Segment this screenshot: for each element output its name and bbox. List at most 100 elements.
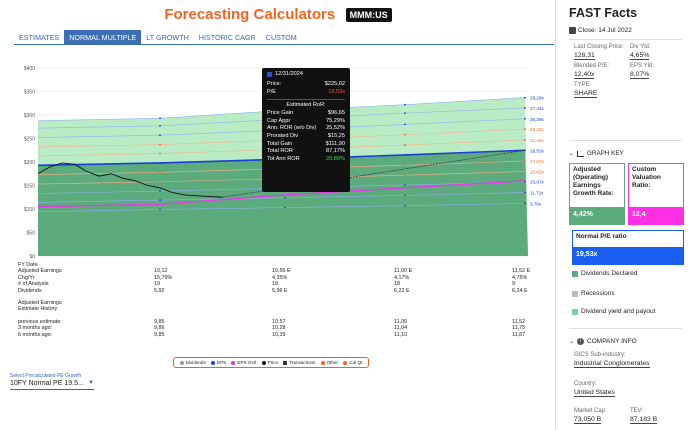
legend-item-cal-qt[interactable]: Cal Qt — [343, 360, 362, 365]
pe-band-point — [524, 160, 526, 162]
fact-last-close: Last Closing Price: 128,31 — [574, 44, 630, 60]
table-row: 6 months ago: 9,85 10,39 11,10 11,87 — [18, 332, 538, 338]
y-tick-label: $350 — [24, 90, 35, 96]
pe-band-point — [404, 144, 406, 146]
fact-value: 128,31 — [574, 52, 595, 60]
table-row: # of Analysts 19 18 18 9 — [18, 281, 538, 287]
legend-item-other[interactable]: Other — [320, 360, 338, 365]
swatch — [572, 308, 578, 315]
adjusted-earnings-card[interactable]: Adjusted (Operating) Earnings Growth Rat… — [569, 163, 625, 225]
info-value: 73,050 B — [574, 416, 602, 424]
row-label: Adjusted Earnings — [18, 268, 62, 275]
pe-band-point — [404, 154, 406, 156]
custom-valuation-card[interactable]: Custom Valuation Ratio: 12,4 — [628, 163, 684, 225]
tooltip-row-value: 87,17% — [326, 148, 345, 155]
company-sub-industry: GICS Sub-industry: Industrial Conglomera… — [574, 352, 650, 368]
pe-band-point — [524, 170, 526, 173]
fast-facts-grid: Last Closing Price: 128,31 Div Yld: 4,65… — [574, 44, 682, 98]
normal-pe-card[interactable]: Normal P/E ratio 19,53x — [572, 230, 684, 265]
key-dividend-yield[interactable]: Dividend yield and payout — [572, 308, 655, 315]
swatch — [572, 270, 578, 277]
company-info-header[interactable]: ⌄ i COMPANY INFO — [569, 338, 637, 345]
chart-tooltip: 12/31/2024 Price: $225,02 P/E 19,53x Estim… — [262, 68, 350, 192]
legend-item-eps[interactable]: EPS — [211, 360, 226, 365]
tab-estimates[interactable]: ESTIMATES — [19, 33, 60, 42]
tooltip-price-label: Price: — [267, 81, 282, 87]
tooltip-date: 12/31/2024 — [275, 71, 303, 77]
tab-lt-growth[interactable]: LT GROWTH — [146, 33, 189, 42]
graph-key-header[interactable]: ⌄ GRAPH KEY — [569, 150, 624, 157]
table-cell: 15,79% — [154, 274, 173, 281]
key-recessions[interactable]: Recessions — [572, 290, 615, 297]
tooltip-row-label: Cap Appr — [267, 117, 291, 124]
table-cell: 11,00 E — [394, 268, 413, 275]
legend-item-dividends[interactable]: Dividends — [179, 360, 206, 365]
y-tick-label: $150 — [24, 184, 35, 190]
card-label: Normal P/E ratio — [576, 233, 627, 240]
y-tick-label: $100 — [24, 207, 35, 213]
calculator-panel: Forecasting Calculators MMM:US ESTIMATES… — [0, 0, 556, 430]
pe-growth-select[interactable]: Select Precalculated PE Growth 10FY Norm… — [10, 373, 94, 390]
y-tick-label: $0 — [29, 254, 35, 260]
info-icon: i — [577, 338, 585, 345]
pe-band-point — [524, 107, 526, 109]
title-row: Forecasting Calculators MMM:US — [0, 6, 556, 24]
legend-item-transactions[interactable]: Transactions — [283, 360, 315, 365]
table-cell: 10,12 — [154, 268, 168, 275]
pe-band-point — [404, 103, 406, 106]
info-label: Market Cap: — [574, 408, 607, 414]
legend-label: Dividends — [185, 360, 206, 365]
legend-item-eps-ovrl[interactable]: EPS Ovrl — [231, 360, 256, 365]
fact-type: TYPE: SHARE — [574, 82, 630, 98]
legend-label: Transactions — [289, 360, 316, 365]
table-cell: 10,57 — [272, 318, 286, 325]
company-info-title: COMPANY INFO — [587, 338, 637, 345]
card-value: 4,42% — [570, 207, 624, 224]
pe-band-point — [159, 143, 161, 146]
tooltip-row-value: $111,90 — [325, 140, 345, 147]
pe-band-label: 15,62x — [530, 169, 544, 174]
card-value: 19,53x — [573, 247, 683, 264]
company-market-cap: Market Cap: 73,050 B — [574, 408, 607, 424]
pe-band-point — [404, 184, 406, 186]
table-cell: 9,86 — [154, 325, 165, 332]
tab-historic-cagr[interactable]: HISTORIC CAGR — [198, 33, 256, 42]
tab-normal-multiple[interactable]: NORMAL MULTIPLE — [64, 30, 142, 44]
fact-value: 8,07% — [630, 71, 650, 79]
info-label: Country: — [574, 381, 597, 387]
pe-band-point — [159, 208, 161, 211]
table-row: previous estimate: 9,85 10,57 11,00 11,5… — [18, 319, 538, 325]
divider — [569, 140, 682, 141]
pe-band-point — [524, 191, 526, 194]
tooltip-row-value: $15,25 — [327, 132, 345, 139]
table-cell: 5,96 E — [272, 287, 288, 294]
key-dividends-declared[interactable]: Dividends Declared — [572, 270, 637, 277]
table-row: Chg/Yr 15,79% 4,35% 4,17% 4,76% — [18, 275, 538, 281]
history-title: Estimate History — [18, 306, 58, 313]
chart-legend: Dividends EPS EPS Ovrl Price Transaction… — [173, 357, 369, 368]
tab-custom[interactable]: CUSTOM — [265, 33, 297, 42]
chevron-down-icon: ▼ — [88, 380, 94, 386]
y-tick-label: $250 — [24, 137, 35, 143]
row-label: previous estimate: — [18, 318, 62, 325]
info-label: TEV: — [630, 408, 644, 414]
pe-band-point — [404, 194, 406, 197]
legend-dot — [261, 360, 266, 365]
swatch — [572, 290, 578, 297]
earnings-table: FY Date Adjusted Earnings 10,12 10,56 E … — [18, 262, 538, 338]
table-cell: 11,10 — [394, 331, 408, 338]
table-cell: 18 — [272, 281, 278, 288]
table-cell: 10,56 E — [272, 268, 291, 275]
tooltip-row-value: 75,29% — [326, 117, 345, 124]
legend-dot — [211, 360, 215, 365]
tooltip-row-label: Total Gain — [267, 140, 293, 147]
legend-label: Cal Qt — [349, 360, 363, 365]
chevron-down-icon: ⌄ — [569, 339, 575, 345]
fact-label: Div Yld: — [630, 44, 651, 50]
legend-item-price[interactable]: Price — [261, 360, 278, 365]
select-value-row[interactable]: 10FY Normal PE 19.5... ▼ — [10, 379, 94, 390]
pe-band-point — [159, 180, 161, 183]
calendar-icon — [569, 27, 576, 34]
pe-band-point — [524, 117, 526, 120]
divider — [569, 39, 682, 40]
